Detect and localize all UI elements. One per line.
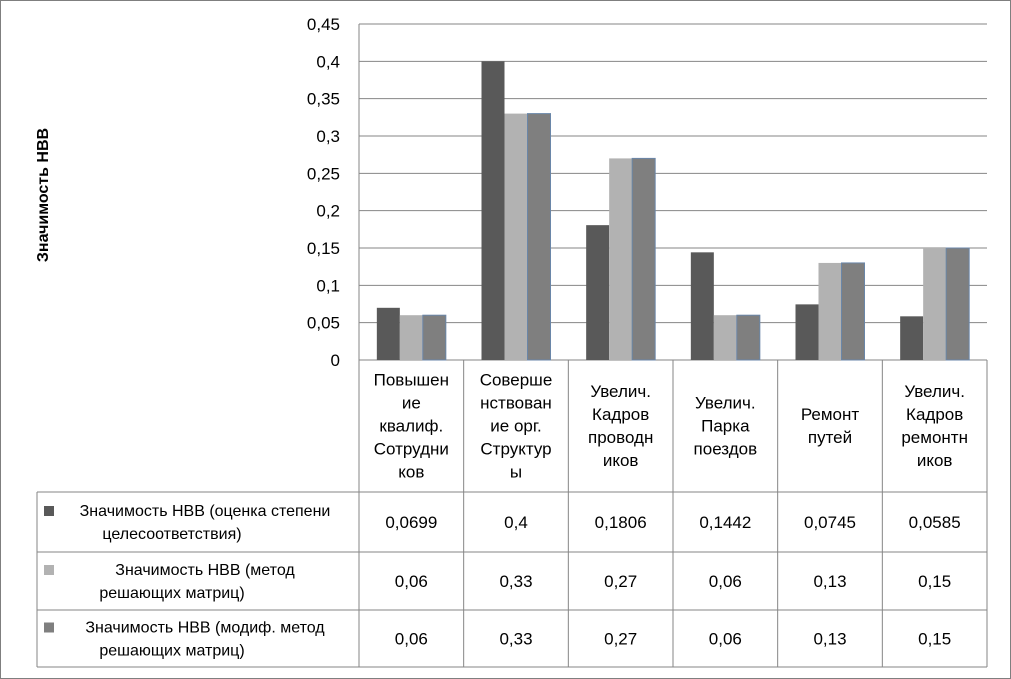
y-tick-label: 0,1 [316,276,340,295]
data-table-value: 0,06 [395,572,428,591]
category-label: поездов [694,440,758,459]
bar [923,248,947,360]
data-table-value: 0,13 [813,630,846,649]
data-table-value: 0,15 [918,572,951,591]
legend-label: решающих матриц) [99,643,244,660]
category-label: Парка [701,417,750,436]
bar [818,262,842,360]
category-label: Увелич. [904,382,965,401]
legend-key [44,622,54,633]
y-tick-label: 0,45 [307,15,340,34]
y-tick-label: 0,15 [307,239,340,258]
y-tick-label: 0,2 [316,202,340,221]
bar [795,304,819,360]
data-table-value: 0,0699 [385,513,437,532]
category-label: ков [398,463,424,482]
category-label: Кадров [906,405,963,424]
y-tick-label: 0 [331,351,340,370]
bar [736,314,761,361]
category-label: ы [510,463,522,482]
category-label: Увелич. [590,382,651,401]
category-label: Повышен [374,371,449,390]
data-table-value: 0,4 [504,513,528,532]
y-tick-label: 0,35 [307,90,340,109]
bar [399,315,423,360]
legend-label: Значимость НВВ (оценка степени [80,503,331,520]
y-tick-label: 0,05 [307,314,340,333]
legend-key [44,506,54,516]
bar [504,113,528,360]
bar [586,225,610,360]
data-table-value: 0,1806 [595,513,647,532]
data-table-value: 0,06 [395,630,428,649]
y-tick-label: 0,4 [316,52,340,71]
category-label: ремонтн [901,428,968,447]
data-table-value: 0,1442 [699,513,751,532]
category-label: иков [917,451,953,470]
category-label: проводн [588,428,653,447]
data-table-value: 0,06 [709,572,742,591]
data-table-value: 0,0585 [909,513,961,532]
category-label: Ремонт [801,405,860,424]
category-label: Соверше [480,371,553,390]
legend-label: Значимость НВВ (модиф. метод [85,620,325,637]
category-label: Структур [480,440,551,459]
bar [713,315,737,360]
legend-label: целесоответствия) [102,526,241,543]
category-label: квалиф. [379,417,443,436]
category-label: ие орг. [490,417,541,436]
y-tick-label: 0,25 [307,164,340,183]
category-label: иков [603,451,639,470]
data-table-value: 0,27 [604,572,637,591]
y-tick-label: 0,3 [316,127,340,146]
data-table-value: 0,27 [604,630,637,649]
data-table-value: 0,33 [499,630,532,649]
bar [945,247,970,361]
data-table-value: 0,06 [709,630,742,649]
bar [900,316,924,360]
legend-label: решающих матриц) [99,585,244,602]
data-table-value: 0,15 [918,630,951,649]
bar [609,158,633,360]
bar [376,307,400,360]
data-table-value: 0,33 [499,572,532,591]
legend-key [44,565,54,575]
data-table-value: 0,13 [813,572,846,591]
bar [481,61,505,360]
category-label: путей [808,428,852,447]
category-label: Увелич. [695,394,756,413]
category-label: Кадров [592,405,649,424]
legend-label: Значимость НВВ (метод [115,562,295,579]
bar [690,252,714,360]
bar [631,157,656,361]
category-label: ие [402,394,421,413]
bar [422,314,447,361]
data-table-value: 0,0745 [804,513,856,532]
bar [841,262,865,361]
y-axis-title: Значимость НВВ [35,128,52,262]
bar [527,113,551,361]
category-label: Сотрудни [374,440,449,459]
category-label: нствован [480,394,552,413]
